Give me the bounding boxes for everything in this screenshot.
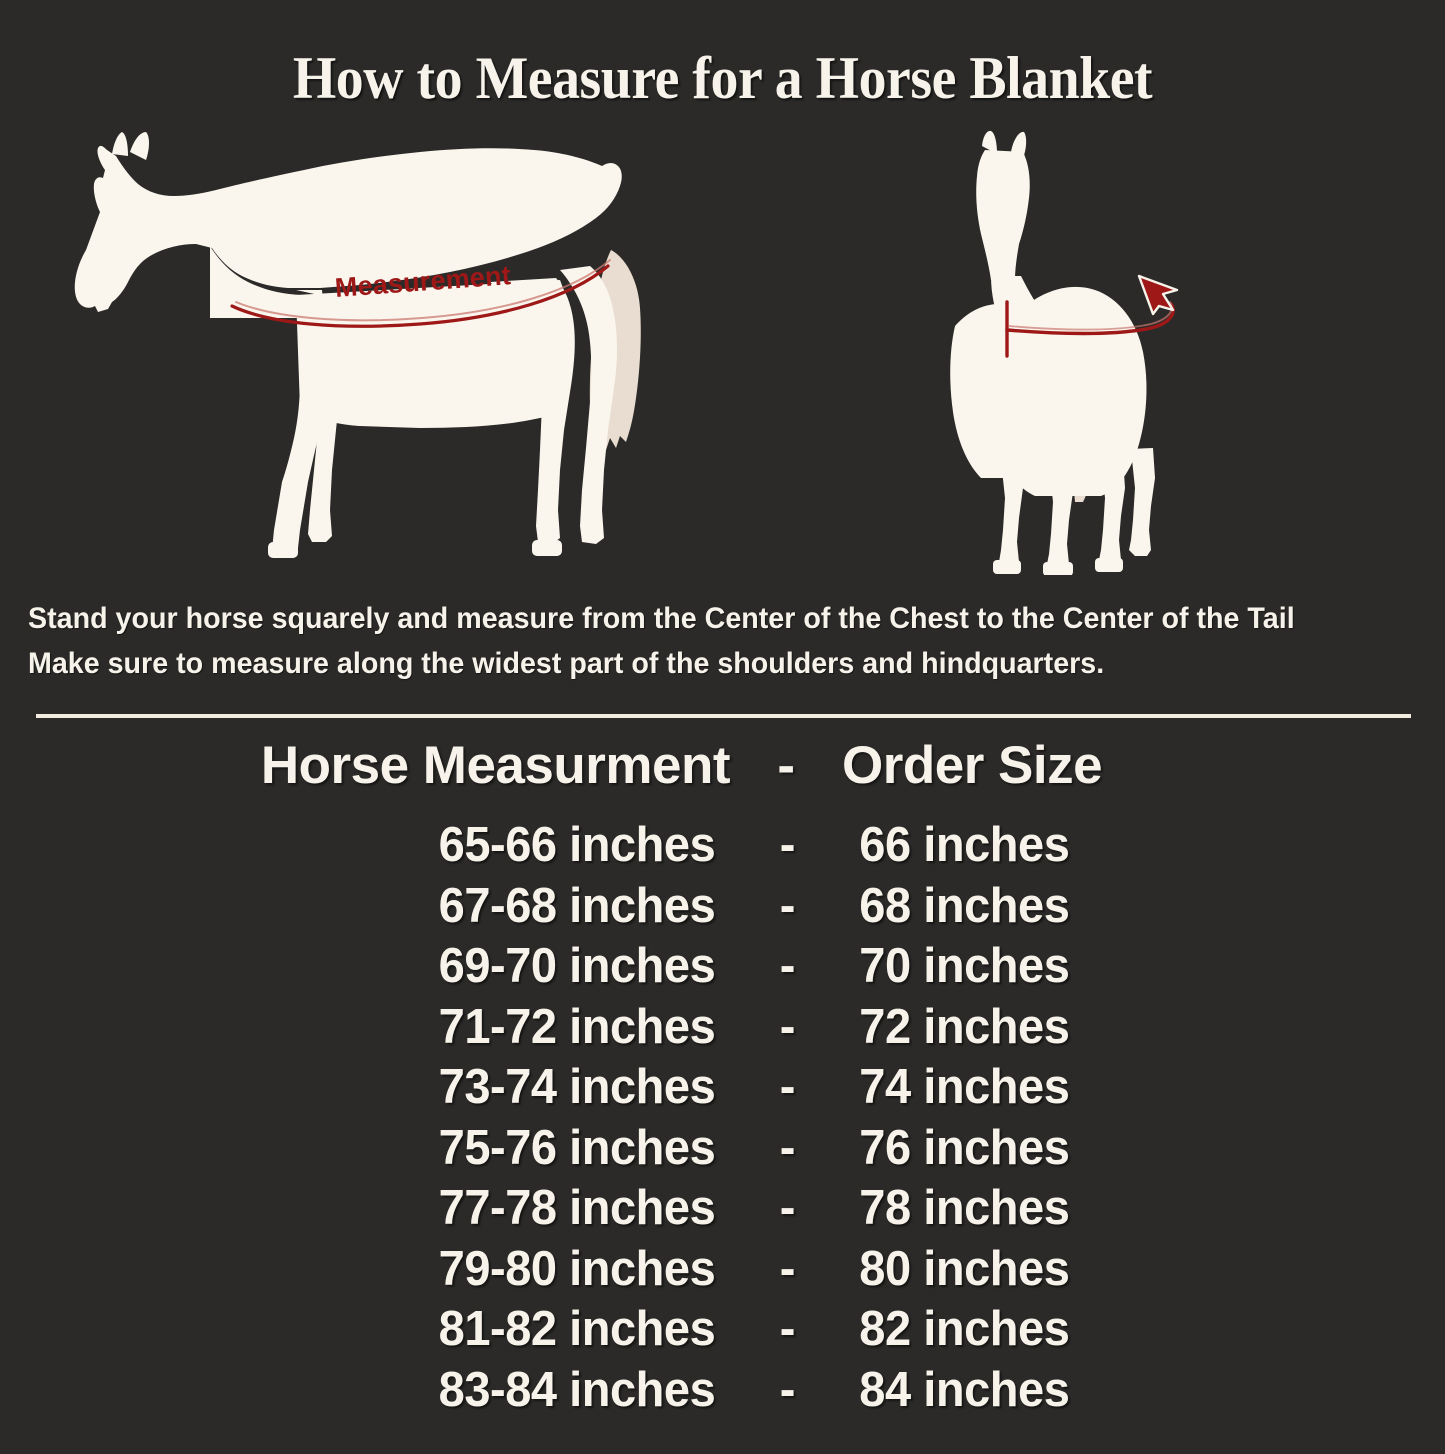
table-row: 65-66 inches - 66 inches <box>29 817 1416 878</box>
cell-order-size: 74 inches <box>859 1060 1070 1114</box>
horse-hoof-front <box>268 542 298 558</box>
horse-rear-hoof-1 <box>993 560 1021 574</box>
horse-hind-leg-far-shape <box>560 266 617 544</box>
horse-rear-hoof-3 <box>1095 558 1123 572</box>
cell-measurement: 73-74 inches <box>438 1060 716 1114</box>
cell-separator: - <box>779 1181 796 1235</box>
instruction-line-2: Make sure to measure along the widest pa… <box>28 647 1105 680</box>
cell-order-size: 68 inches <box>859 878 1070 933</box>
cell-measurement: 69-70 inches <box>438 939 716 993</box>
table-row: 79-80 inches - 80 inches <box>29 1241 1416 1302</box>
horse-rear-ear-right <box>1011 131 1027 158</box>
table-header-row: Horse Measurment - Order Size <box>0 735 1445 817</box>
cell-separator: - <box>779 1060 796 1114</box>
table-row: 69-70 inches - 70 inches <box>29 938 1416 999</box>
cell-separator: - <box>779 818 796 872</box>
instructions-block: Stand your horse squarely and measure fr… <box>28 596 1428 686</box>
table-row: 81-82 inches - 82 inches <box>29 1301 1416 1362</box>
horse-barrel-shape <box>296 280 572 428</box>
measurement-arrow-icon <box>1137 274 1179 316</box>
measurement-line-rear-highlight <box>1008 301 1173 331</box>
cell-order-size: 70 inches <box>859 939 1070 993</box>
measurement-line-rear <box>1005 302 1175 336</box>
cell-order-size: 80 inches <box>859 1241 1070 1296</box>
horse-rear-view-silhouette <box>925 130 1215 575</box>
header-order-size: Order Size <box>842 736 1103 795</box>
cell-order-size: 66 inches <box>859 818 1070 872</box>
cell-separator: - <box>779 939 796 993</box>
cell-separator: - <box>779 1241 796 1296</box>
horse-hoof-hind <box>532 540 562 556</box>
cell-separator: - <box>779 1302 796 1356</box>
cell-order-size: 84 inches <box>859 1362 1070 1417</box>
cell-measurement: 75-76 inches <box>438 1120 716 1175</box>
horse-side-view-silhouette <box>60 130 680 575</box>
table-row: 67-68 inches - 68 inches <box>29 878 1416 939</box>
horse-rear-leg-1 <box>973 458 1023 568</box>
cell-measurement: 77-78 inches <box>438 1181 716 1235</box>
horse-rear-leg-4 <box>1107 448 1155 556</box>
horse-ear-left <box>112 132 128 156</box>
horse-rear-leg-3 <box>1075 458 1125 566</box>
horse-rear-hoof-2 <box>1043 562 1073 575</box>
cell-separator: - <box>779 1362 796 1417</box>
cell-order-size: 72 inches <box>859 999 1070 1054</box>
size-chart-table: Horse Measurment - Order Size 65-66 inch… <box>0 735 1445 1422</box>
cell-separator: - <box>779 878 796 933</box>
cell-order-size: 82 inches <box>859 1302 1070 1356</box>
measurement-line-side-highlight <box>235 259 611 322</box>
horse-rear-leg-2 <box>1021 462 1073 570</box>
cell-measurement: 65-66 inches <box>438 818 716 872</box>
header-separator: - <box>777 736 795 795</box>
cell-measurement: 71-72 inches <box>438 999 716 1054</box>
table-row: 83-84 inches - 84 inches <box>29 1362 1416 1423</box>
cell-measurement: 79-80 inches <box>438 1241 716 1296</box>
cell-separator: - <box>779 1120 796 1175</box>
table-row: 75-76 inches - 76 inches <box>29 1120 1416 1181</box>
table-row: 71-72 inches - 72 inches <box>29 999 1416 1060</box>
cell-measurement: 81-82 inches <box>438 1302 716 1356</box>
cell-order-size: 76 inches <box>859 1120 1070 1175</box>
cell-order-size: 78 inches <box>859 1181 1070 1235</box>
cell-separator: - <box>779 999 796 1054</box>
measurement-line-side <box>230 264 610 328</box>
header-measurement: Horse Measurment <box>260 736 731 795</box>
page-title: How to Measure for a Horse Blanket <box>292 45 1153 111</box>
horse-illustration-panel: Measurement <box>0 130 1445 575</box>
section-divider <box>36 714 1411 718</box>
horse-rear-head-shape <box>976 150 1030 280</box>
table-row: 77-78 inches - 78 inches <box>29 1180 1416 1241</box>
horse-body-shape <box>74 145 622 312</box>
horse-rear-ear-left <box>982 130 997 154</box>
instruction-line-1: Stand your horse squarely and measure fr… <box>28 602 1295 635</box>
table-row: 73-74 inches - 74 inches <box>29 1059 1416 1120</box>
cell-measurement: 67-68 inches <box>438 878 716 933</box>
horse-rear-body-shape <box>950 303 1046 478</box>
horse-ear-right <box>130 132 149 160</box>
cell-measurement: 83-84 inches <box>438 1362 716 1417</box>
